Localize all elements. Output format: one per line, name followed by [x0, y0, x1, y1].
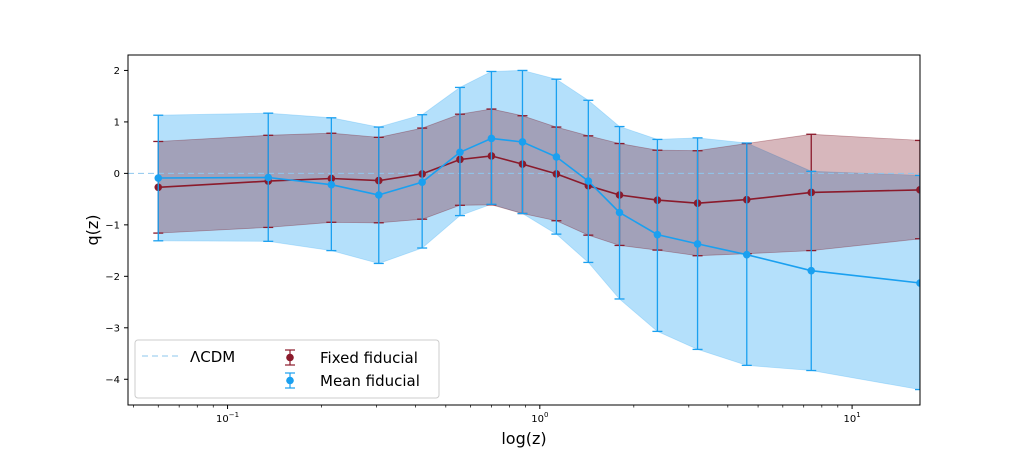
data-point-mean-fiducial	[693, 240, 702, 248]
legend-mean-label: Mean fiducial	[320, 372, 420, 390]
data-point-mean-fiducial	[518, 138, 527, 146]
legend-fixed-label: Fixed fiducial	[320, 349, 418, 367]
series-line-mean-fiducial	[158, 137, 920, 284]
y-tick-label: −3	[105, 323, 120, 334]
x-tick-label: 10−1	[216, 411, 239, 425]
data-point-mean-fiducial	[374, 191, 383, 199]
y-tick-label: 2	[114, 66, 120, 77]
data-point-mean-fiducial	[807, 266, 816, 275]
legend: ΛCDM Fixed fiducial Mean fiducial	[134, 339, 440, 399]
data-point-mean-fiducial	[916, 279, 920, 287]
data-point-mean-fiducial	[584, 177, 593, 185]
y-tick-label: 1	[114, 117, 120, 128]
legend-fixed-swatch	[285, 349, 295, 366]
series-mean-fiducial	[153, 69, 920, 391]
data-point-mean-fiducial	[456, 148, 464, 157]
series-layer	[153, 69, 920, 391]
data-point-mean-fiducial	[264, 173, 273, 182]
x-axis-label: log(z)	[501, 429, 546, 448]
band-fixed-fiducial	[157, 108, 920, 257]
x-axis-ticks: 10−1 100 101	[133, 405, 861, 425]
data-point-mean-fiducial	[327, 180, 336, 189]
data-point-mean-fiducial	[615, 208, 624, 217]
uncertainty-bands	[157, 69, 920, 391]
data-point-mean-fiducial	[742, 250, 751, 259]
data-point-mean-fiducial	[154, 174, 163, 182]
data-point-fixed-fiducial	[916, 186, 920, 194]
errorbar-mean-fiducial	[915, 174, 920, 391]
band-mean-fiducial	[157, 69, 920, 391]
legend-frame	[134, 339, 440, 399]
y-axis-ticks: 2 1 0 −1 −2 −3 −4	[105, 66, 128, 386]
x-tick-label: 101	[843, 411, 860, 425]
plot-area	[128, 69, 920, 391]
data-point-mean-fiducial	[653, 230, 662, 239]
series-line-fixed-fiducial	[158, 155, 920, 205]
data-point-mean-fiducial	[552, 153, 561, 161]
x-tick-label: 100	[531, 411, 548, 425]
y-tick-label: −2	[105, 272, 120, 283]
y-tick-label: 0	[114, 169, 120, 180]
legend-lcdm-label: ΛCDM	[190, 348, 235, 366]
legend-mean-swatch	[285, 372, 295, 389]
axes-frame	[127, 54, 921, 406]
y-axis-label: q(z)	[83, 214, 102, 245]
y-tick-label: −4	[105, 375, 120, 386]
data-point-mean-fiducial	[487, 134, 496, 143]
errorbar-fixed-fiducial	[915, 139, 920, 240]
data-point-mean-fiducial	[418, 178, 426, 186]
y-tick-label: −1	[105, 220, 120, 231]
